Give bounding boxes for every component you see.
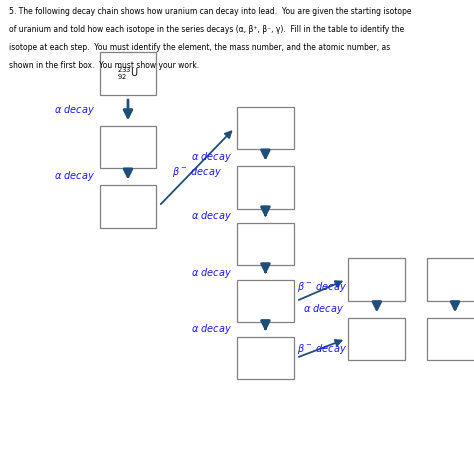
Text: of uranium and told how each isotope in the series decays (α, β⁺, β⁻, γ).  Fill : of uranium and told how each isotope in … — [9, 25, 405, 34]
Text: $\alpha$ decay: $\alpha$ decay — [54, 103, 95, 117]
FancyBboxPatch shape — [100, 185, 156, 228]
Text: $\alpha$ decay: $\alpha$ decay — [303, 302, 344, 316]
Text: $\alpha$ decay: $\alpha$ decay — [191, 150, 232, 164]
FancyBboxPatch shape — [348, 258, 405, 301]
FancyBboxPatch shape — [237, 223, 294, 265]
FancyBboxPatch shape — [237, 166, 294, 209]
Text: $\beta^-$ decay: $\beta^-$ decay — [172, 164, 222, 179]
Text: $\alpha$ decay: $\alpha$ decay — [54, 169, 95, 183]
FancyBboxPatch shape — [237, 337, 294, 379]
FancyBboxPatch shape — [237, 107, 294, 149]
Text: $\beta^-$ decay: $\beta^-$ decay — [297, 342, 347, 356]
FancyBboxPatch shape — [100, 52, 156, 95]
Text: 5. The following decay chain shows how uranium can decay into lead.  You are giv: 5. The following decay chain shows how u… — [9, 7, 412, 16]
FancyBboxPatch shape — [237, 280, 294, 322]
Text: $\alpha$ decay: $\alpha$ decay — [191, 209, 232, 223]
Text: $\alpha$ decay: $\alpha$ decay — [191, 265, 232, 280]
Text: $\alpha$ decay: $\alpha$ decay — [191, 322, 232, 337]
Text: $\beta^-$ decay: $\beta^-$ decay — [297, 280, 347, 294]
Text: shown in the first box.  You must show your work.: shown in the first box. You must show yo… — [9, 61, 200, 70]
FancyBboxPatch shape — [100, 126, 156, 168]
Text: isotope at each step.  You must identify the element, the mass number, and the a: isotope at each step. You must identify … — [9, 43, 391, 52]
FancyBboxPatch shape — [427, 258, 474, 301]
FancyBboxPatch shape — [427, 318, 474, 360]
FancyBboxPatch shape — [348, 318, 405, 360]
Text: $^{233}_{92}$U: $^{233}_{92}$U — [117, 65, 139, 82]
